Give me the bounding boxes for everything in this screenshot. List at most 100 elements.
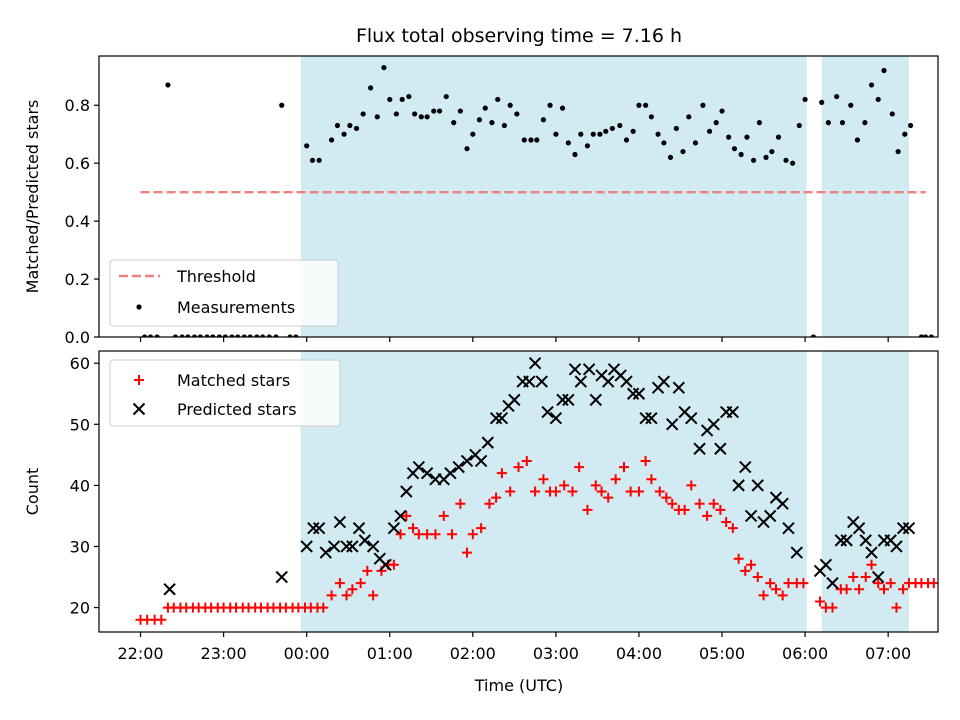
matched-stars-point xyxy=(686,480,697,491)
measurement-point xyxy=(229,334,235,337)
measurement-point xyxy=(279,102,285,108)
measurement-point xyxy=(374,114,380,120)
matched-stars-point xyxy=(430,529,441,540)
measurement-point xyxy=(839,120,846,126)
measurement-point xyxy=(316,157,322,163)
measurement-point xyxy=(154,334,160,337)
y-tick-label: 60 xyxy=(70,354,90,373)
measurement-point xyxy=(293,334,299,337)
y-tick-label: 50 xyxy=(70,415,90,434)
matched-stars-point xyxy=(708,498,719,509)
matched-stars-point xyxy=(777,590,788,601)
matched-stars-point xyxy=(582,504,593,515)
predicted-stars-point xyxy=(333,515,347,529)
matched-stars-point xyxy=(721,517,732,528)
measurement-point xyxy=(706,128,713,134)
measurement-point xyxy=(547,102,553,108)
observing-window-shade xyxy=(821,351,909,632)
x-tick-label: 22:00 xyxy=(117,644,163,663)
matched-stars-point xyxy=(841,584,852,595)
predicted-stars-point xyxy=(852,521,866,535)
predicted-stars-point xyxy=(626,387,640,400)
matched-stars-point xyxy=(866,559,877,570)
measurement-point xyxy=(726,134,732,140)
matched-stars-point xyxy=(538,474,549,485)
predicted-stars-point xyxy=(452,460,465,474)
predicted-stars-point xyxy=(312,521,326,535)
measurement-point xyxy=(783,157,789,163)
measurement-point xyxy=(756,120,763,126)
measurement-point xyxy=(501,122,507,129)
matched-stars-point xyxy=(679,504,690,515)
measurement-point xyxy=(692,140,699,146)
predicted-stars-point xyxy=(726,405,740,419)
y-tick-label: 0.0 xyxy=(65,328,90,347)
predicted-stars-point xyxy=(474,454,488,468)
predicted-stars-point xyxy=(776,497,789,510)
predicted-stars-point xyxy=(346,540,359,553)
matched-stars-point xyxy=(885,578,896,589)
measurement-point xyxy=(495,96,501,103)
matched-stars-point xyxy=(727,523,738,534)
measurement-point xyxy=(341,131,347,137)
matched-stars-point xyxy=(590,480,601,491)
x-tick-label: 02:00 xyxy=(450,644,496,663)
x-tick-label: 06:00 xyxy=(782,644,828,663)
measurement-point xyxy=(623,137,630,143)
legend-measurements-label: Measurements xyxy=(177,298,295,317)
legend: Threshold Measurements xyxy=(109,259,339,327)
measurement-point xyxy=(470,131,476,137)
measurement-point xyxy=(648,114,655,120)
y-tick-label: 0.4 xyxy=(65,212,90,231)
predicted-stars-point xyxy=(834,534,848,547)
measurement-point xyxy=(142,334,148,337)
legend-box xyxy=(109,359,341,427)
matched-stars-point xyxy=(646,474,657,485)
matched-stars-point xyxy=(860,572,871,583)
matched-stars-point xyxy=(661,492,672,503)
measurement-point xyxy=(713,120,719,126)
matched-stars-point xyxy=(334,578,345,589)
matched-stars-point xyxy=(746,559,757,570)
legend-threshold-label: Threshold xyxy=(176,267,256,286)
predicted-stars-point xyxy=(319,546,332,559)
measurement-point xyxy=(590,131,596,137)
matched-stars-point xyxy=(654,486,665,497)
predicted-stars-point xyxy=(379,558,392,572)
measurement-point xyxy=(559,105,566,111)
measurement-point xyxy=(521,137,527,143)
matched-stars-point xyxy=(854,584,865,595)
matched-stars-point xyxy=(491,492,502,503)
predicted-stars-point xyxy=(819,558,833,572)
measurement-point xyxy=(287,334,293,337)
matched-stars-point xyxy=(355,578,366,589)
top-panel: 0.0 0.2 0.4 0.6 0.8 Matched/Predicted stars Th… xyxy=(23,55,939,347)
measurement-point xyxy=(597,131,603,137)
measurement-point xyxy=(534,137,540,143)
predicted-stars-point xyxy=(460,454,474,468)
y-tick-label: 0.6 xyxy=(65,154,90,173)
predicted-stars-point xyxy=(549,411,563,425)
measurement-point xyxy=(507,102,513,108)
matched-stars-point xyxy=(476,523,487,534)
measurement-point xyxy=(854,137,861,143)
measurement-point xyxy=(889,111,895,117)
predicted-stars-point xyxy=(865,546,878,559)
y-tick-label: 20 xyxy=(70,599,90,618)
matched-stars-point xyxy=(733,553,744,564)
measurement-point xyxy=(881,67,887,74)
measurement-point xyxy=(204,334,210,337)
predicted-stars-point xyxy=(568,363,582,376)
predicted-stars-point xyxy=(602,375,615,388)
matched-stars-point xyxy=(610,474,621,485)
measurement-point xyxy=(222,334,228,337)
measurement-point xyxy=(443,93,449,100)
matched-stars-point xyxy=(550,486,561,497)
predicted-stars-point xyxy=(495,411,509,425)
chart-title: Flux total observing time = 7.16 h xyxy=(356,25,682,47)
predicted-stars-point xyxy=(508,393,521,407)
matched-stars-point xyxy=(461,547,472,558)
matched-stars-point xyxy=(640,455,651,466)
matched-stars-point xyxy=(395,529,406,540)
measurement-point xyxy=(572,151,578,158)
